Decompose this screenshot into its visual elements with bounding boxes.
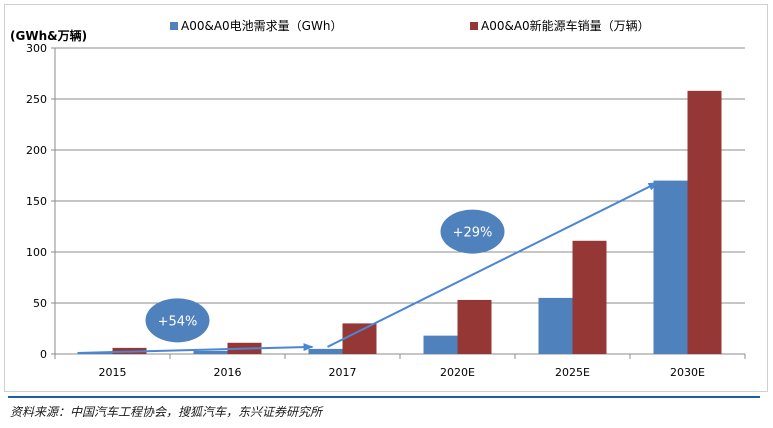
legend-swatch [170,22,178,30]
bar-battery-demand [538,297,573,354]
growth-arrow [77,343,314,354]
bars [78,90,722,354]
bar-vehicle-sales [457,299,492,354]
x-tick-label: 2015 [99,366,127,379]
legend-swatch [470,22,478,30]
source-note: 资料来源：中国汽车工程协会，搜狐汽车，东兴证券研究所 [10,405,323,419]
y-tick-label: 250 [26,93,47,106]
y-tick-label: 150 [26,195,47,208]
growth-label: +29% [453,226,493,241]
gridlines [55,47,745,304]
bar-battery-demand [423,335,458,354]
bar-battery-demand [193,350,228,354]
legend-label: A00&A0新能源车销量（万辆） [481,18,650,33]
legend-label: A00&A0电池需求量（GWh） [181,19,342,33]
y-tick-label: 0 [40,348,47,361]
x-tick-label: 2017 [329,366,357,379]
chart-svg: 0 50 100 150 200 250 300 2015 2016 2017 2020E 2025E… [10,18,746,379]
y-tick-label: 50 [33,297,47,310]
annotations: +54% +29% [77,181,659,354]
bar-vehicle-sales [687,90,722,354]
source-divider [8,396,760,398]
growth-bubble [145,298,210,343]
y-tick-label: 300 [26,42,47,55]
bar-battery-demand [308,348,343,354]
bar-vehicle-sales [572,240,607,354]
y-axis-label: (GWh&万辆) [10,28,87,43]
y-tick-label: 100 [26,246,47,259]
y-tick-label: 200 [26,144,47,157]
bar-vehicle-sales [342,323,377,354]
legend: A00&A0电池需求量（GWh） A00&A0新能源车销量（万辆） [170,18,650,33]
bar-battery-demand [653,180,688,354]
growth-arrow [327,181,659,348]
x-tick-label: 2025E [555,366,590,379]
growth-label: +54% [158,314,198,329]
axes: 0 50 100 150 200 250 300 2015 2016 2017 2020E 2025E… [26,42,746,379]
x-tick-label: 2016 [214,366,242,379]
growth-bubble [440,209,505,254]
x-tick-label: 2020E [440,366,475,379]
x-tick-label: 2030E [670,366,705,379]
